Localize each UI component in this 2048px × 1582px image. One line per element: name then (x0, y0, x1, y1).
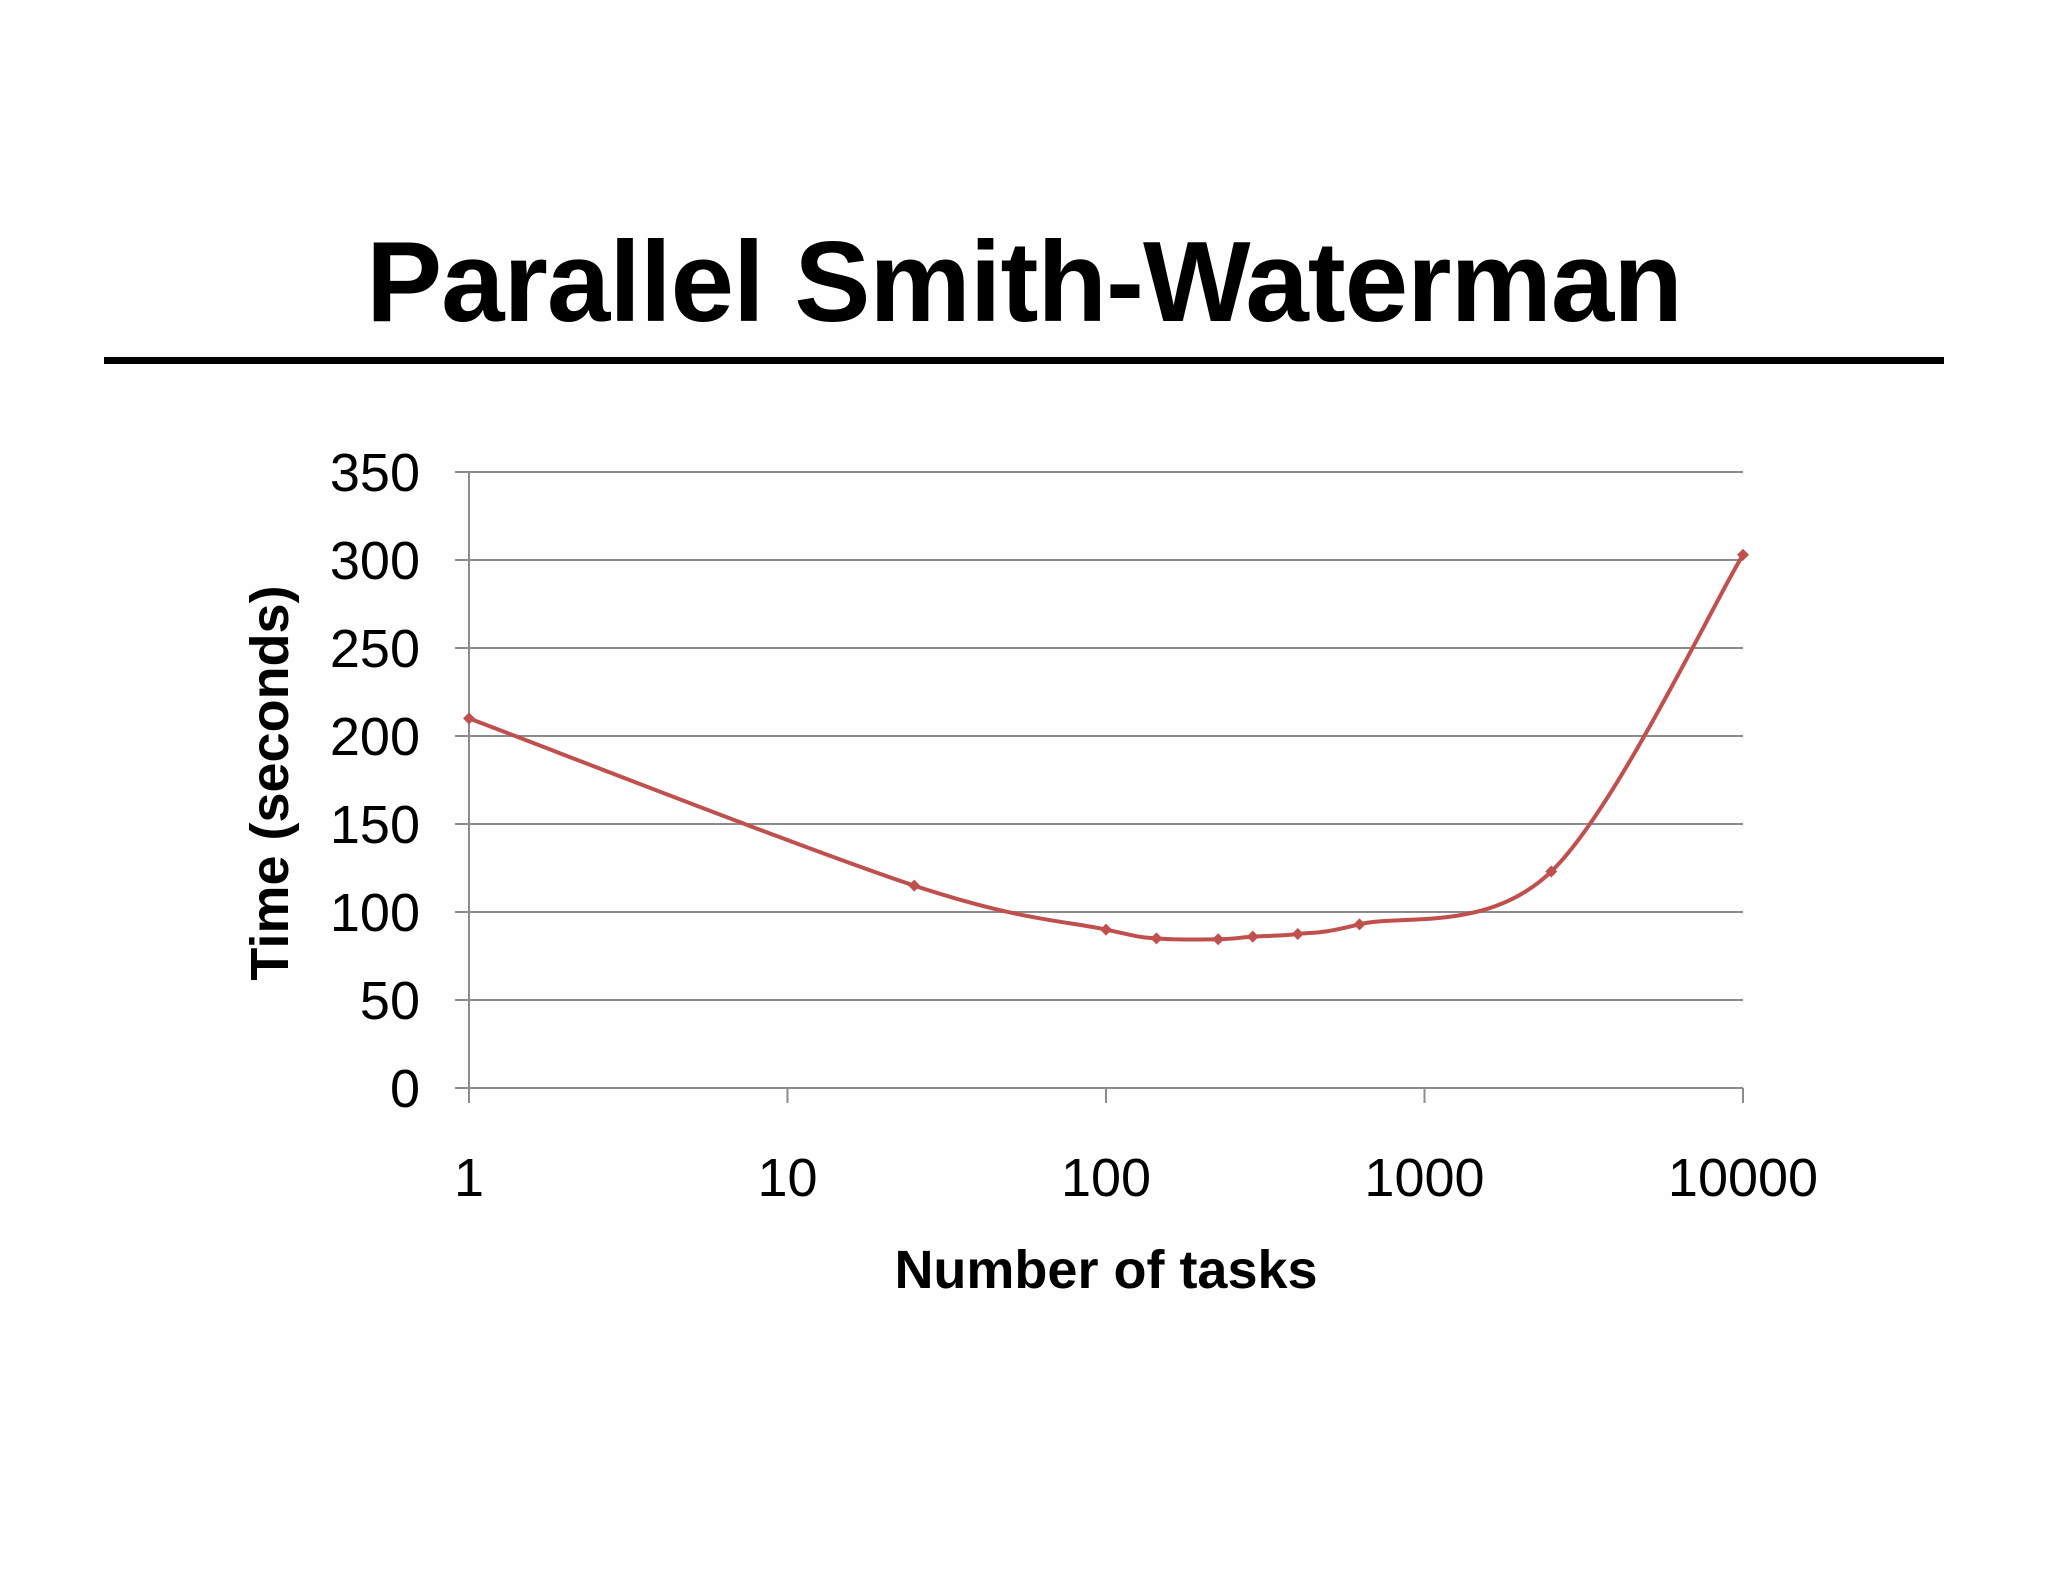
y-tick-label: 150 (330, 795, 420, 855)
y-tick-label: 50 (360, 971, 420, 1031)
series (467, 552, 1745, 942)
x-axis-title: Number of tasks (894, 1240, 1317, 1300)
y-tick-label: 250 (330, 619, 420, 679)
title-divider (104, 357, 1944, 364)
x-tick-label: 100 (1061, 1148, 1151, 1208)
y-tick-label: 100 (330, 883, 420, 943)
data-point (1353, 918, 1366, 931)
gridlines (469, 471, 1743, 1001)
data-point (1545, 865, 1558, 878)
data-point (1291, 928, 1304, 940)
y-axis-title: Time (seconds) (240, 585, 300, 980)
data-point (1100, 923, 1112, 936)
data-markers (463, 548, 1749, 946)
data-point (1212, 933, 1225, 946)
data-point (1737, 548, 1749, 561)
slide-title: Parallel Smith-Waterman (366, 219, 1683, 346)
data-point (1150, 932, 1163, 945)
series-line (467, 552, 1745, 942)
x-tick-label: 10 (757, 1148, 817, 1208)
axes (455, 471, 1744, 1103)
y-tick-label: 200 (330, 707, 420, 767)
y-tick-label: 0 (390, 1059, 420, 1119)
data-point (908, 879, 921, 892)
y-tick-labels: 0 50 100 150 200 250 300 350 (330, 443, 420, 1119)
data-point (463, 712, 475, 725)
y-tick-label: 300 (330, 531, 420, 591)
x-tick-label: 10000 (1668, 1148, 1818, 1208)
x-tick-label: 1000 (1364, 1148, 1484, 1208)
y-tick-label: 350 (330, 443, 420, 503)
x-tick-label: 1 (454, 1148, 484, 1208)
data-point (1246, 930, 1259, 943)
x-tick-labels: 1 10 100 1000 10000 (454, 1148, 1818, 1208)
